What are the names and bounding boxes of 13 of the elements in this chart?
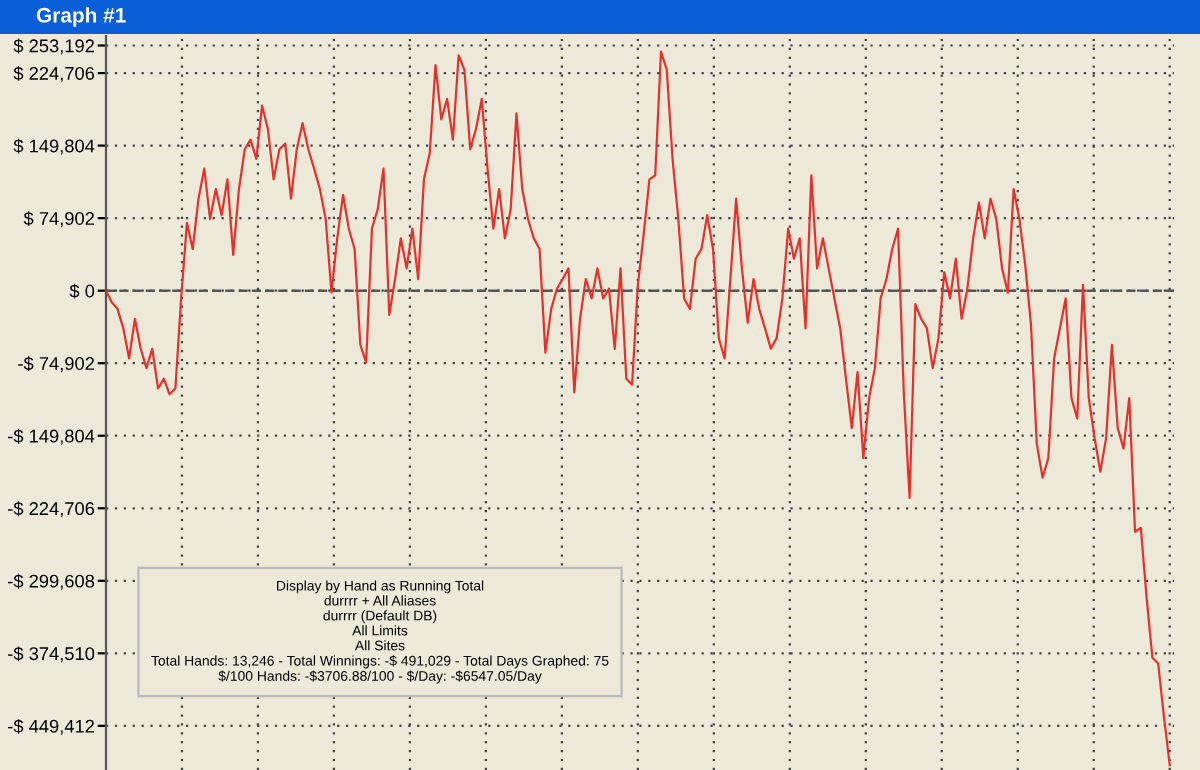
y-tick-label: $ 224,706 <box>13 66 95 83</box>
y-tick-label: $ 149,804 <box>13 138 95 155</box>
y-tick-label: -$ 149,804 <box>8 428 95 445</box>
line-series <box>106 50 1171 767</box>
y-tick-label: $ 74,902 <box>23 211 94 228</box>
y-tick-label: -$ 74,902 <box>18 356 94 373</box>
y-tick-label: $ 253,192 <box>13 38 94 55</box>
y-tick-label: $ 0 <box>69 283 95 299</box>
y-tick-label: -$ 374,510 <box>8 646 95 663</box>
y-tick-label: -$ 224,706 <box>8 501 95 518</box>
y-tick-label: -$ 449,412 <box>8 718 94 735</box>
y-tick-label: -$ 299,608 <box>8 573 95 590</box>
chart-title: Graph #1 <box>36 7 126 27</box>
